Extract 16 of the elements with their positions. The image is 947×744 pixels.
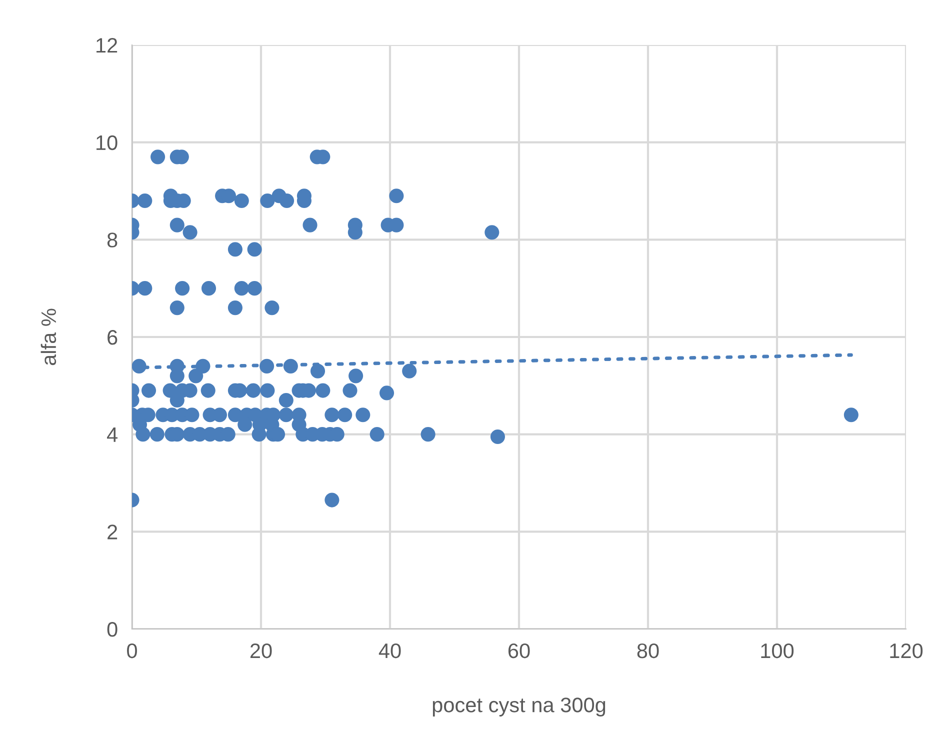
x-tick-label: 60 — [508, 643, 530, 658]
x-tick-label: 40 — [378, 643, 401, 658]
x-tick-label: 100 — [761, 643, 794, 658]
y-axis-title: alfa % — [40, 308, 56, 366]
x-axis-title: pocet cyst na 300g — [432, 698, 606, 716]
y-tick-label: 0 — [107, 622, 118, 637]
x-tick-label: 20 — [250, 643, 272, 658]
y-tick-label: 6 — [108, 330, 118, 345]
x-tick-label: 80 — [637, 643, 659, 658]
x-tick-label: 0 — [127, 643, 137, 658]
y-tick-label: 12 — [96, 38, 118, 53]
y-tick-label: 8 — [107, 232, 118, 248]
y-tick-label: 2 — [108, 524, 118, 540]
x-tick-label: 120 — [890, 643, 923, 658]
y-tick-label: 4 — [107, 428, 118, 442]
y-tick-label: 10 — [96, 135, 118, 150]
